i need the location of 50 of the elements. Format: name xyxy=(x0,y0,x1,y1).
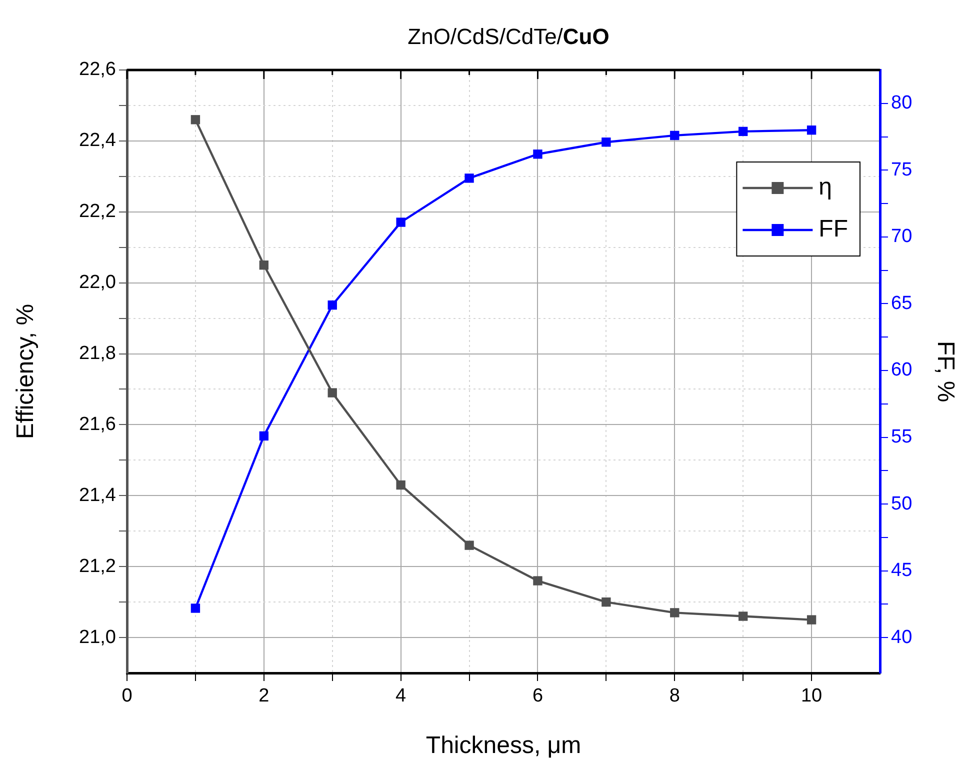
y-tick-label: 22,0 xyxy=(79,272,116,294)
y-tick-label: 22,6 xyxy=(79,59,116,80)
point xyxy=(533,576,542,586)
y-tick-label: 21,8 xyxy=(79,343,116,364)
y-tick-label: 21,4 xyxy=(79,484,116,506)
x-tick-label: 0 xyxy=(122,686,132,707)
y2-tick-label: 75 xyxy=(891,159,912,180)
x-tick-label: 6 xyxy=(532,686,544,707)
y-tick-label: 21,2 xyxy=(79,556,116,577)
point xyxy=(464,540,474,550)
point xyxy=(259,260,269,270)
y2-axis-title: FF, % xyxy=(932,340,959,402)
y-axis-title: Efficiency, % xyxy=(12,304,40,440)
point xyxy=(190,604,200,613)
point xyxy=(806,615,816,624)
legend-label: η xyxy=(818,174,832,201)
point xyxy=(396,480,406,490)
point xyxy=(602,597,611,607)
point xyxy=(533,150,542,159)
x-tick-label: 8 xyxy=(669,686,680,707)
y-tick-label: 21,0 xyxy=(79,626,116,648)
point xyxy=(806,126,816,135)
point xyxy=(464,174,474,183)
point xyxy=(738,126,748,136)
y2-tick-label: 40 xyxy=(891,626,912,648)
x-tick-label: 2 xyxy=(258,686,270,707)
point xyxy=(328,300,337,310)
y2-tick-label: 55 xyxy=(891,426,912,448)
legend-label: FF xyxy=(818,216,848,243)
y-tick-label: 21,6 xyxy=(79,414,116,435)
y2-tick-label: 70 xyxy=(891,226,912,248)
y2-tick-label: 45 xyxy=(891,560,912,582)
y-tick-label: 22,4 xyxy=(79,130,116,152)
point xyxy=(259,431,269,441)
point xyxy=(602,138,611,147)
point xyxy=(190,115,200,124)
y2-tick-label: 80 xyxy=(891,92,912,114)
point xyxy=(328,388,337,398)
x-axis-title: Thickness, μm xyxy=(426,732,582,760)
y2-tick-label: 65 xyxy=(891,292,912,314)
point xyxy=(396,218,406,227)
y2-tick-label: 60 xyxy=(891,360,912,381)
point xyxy=(670,130,680,140)
point xyxy=(670,608,680,618)
chart-title: ZnO/CdS/CdTe/CuO xyxy=(408,24,610,50)
x-tick-label: 10 xyxy=(800,686,822,707)
point xyxy=(738,612,748,621)
y-tick-label: 22,2 xyxy=(79,201,116,222)
y2-tick-label: 50 xyxy=(891,493,912,514)
x-tick-label: 4 xyxy=(396,686,407,707)
